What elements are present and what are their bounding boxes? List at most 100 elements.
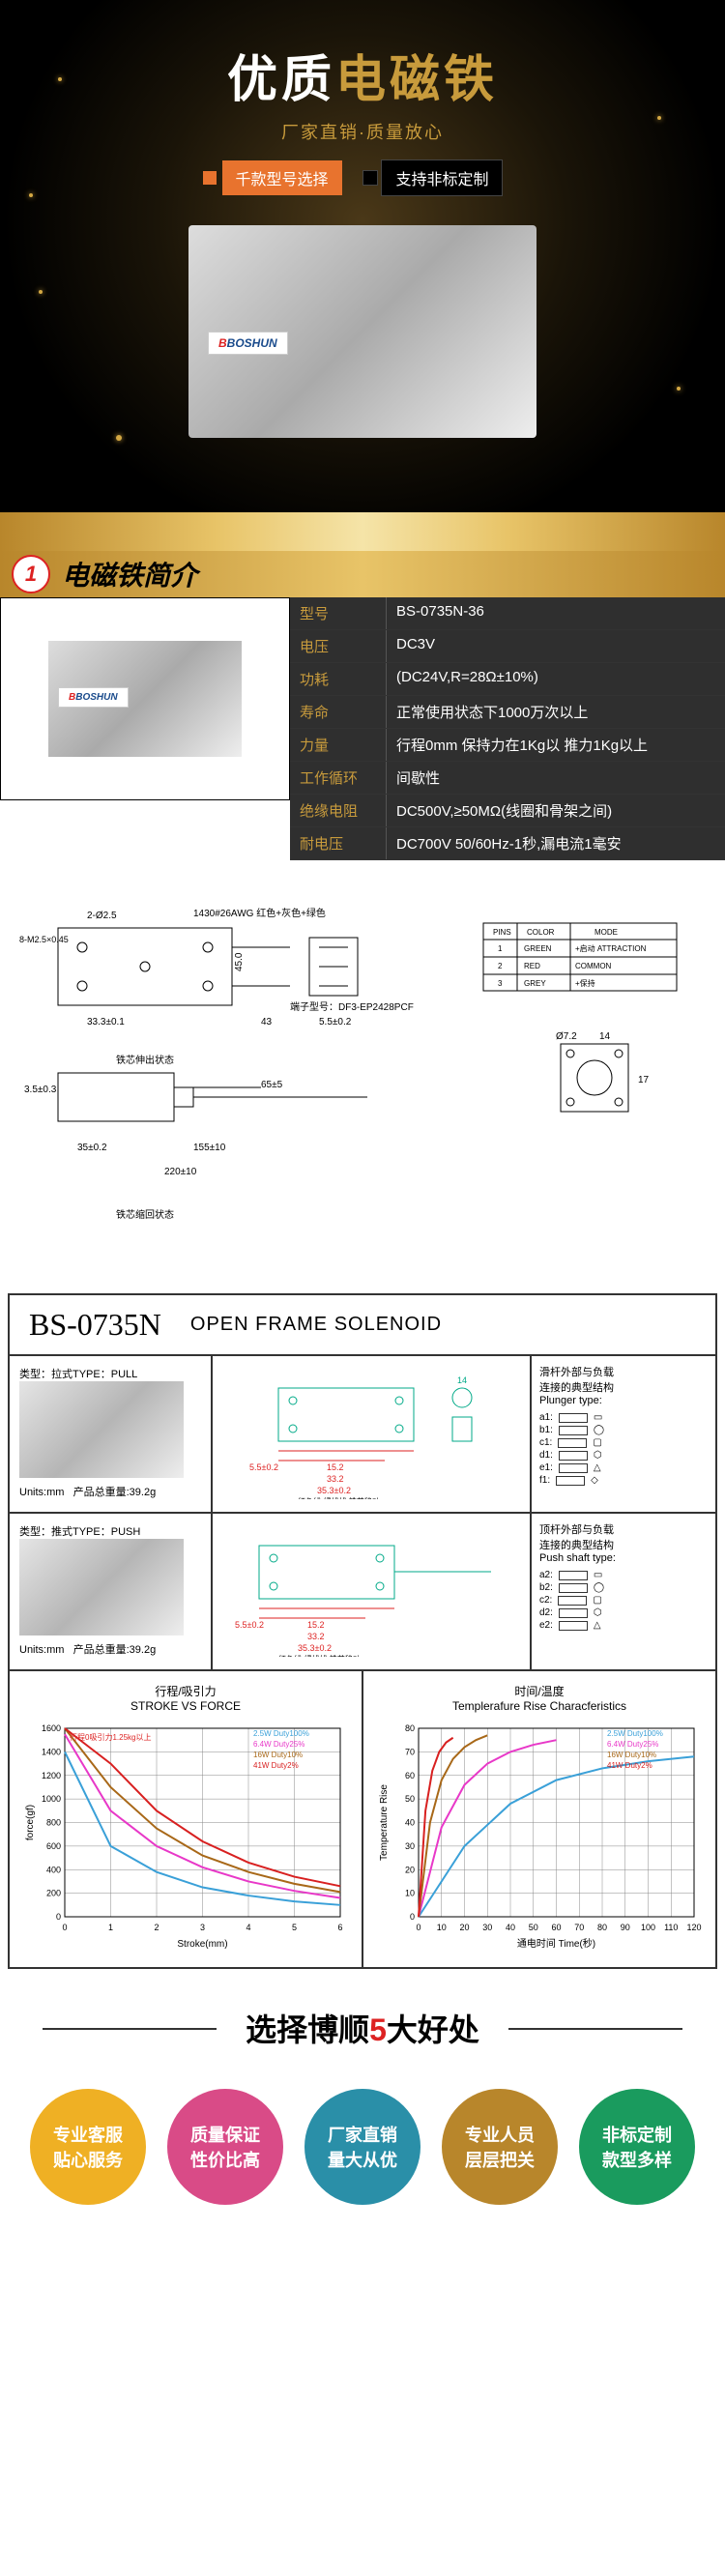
- benefits-title: 选择博顺5大好处: [217, 2006, 508, 2050]
- spec-label: 绝缘电阻: [290, 795, 387, 826]
- spec-table: 型号BS-0735N-36电压DC3V功耗(DC24V,R=28Ω±10%)寿命…: [290, 597, 725, 860]
- svg-text:铁芯伸出状态: 铁芯伸出状态: [116, 1054, 174, 1066]
- svg-text:70: 70: [405, 1747, 415, 1756]
- svg-text:红色线-绿线线 铁芯移动: 红色线-绿线线 铁芯移动: [298, 1496, 380, 1499]
- svg-text:铁芯缩回状态: 铁芯缩回状态: [116, 1208, 174, 1221]
- spec-label: 型号: [290, 597, 387, 629]
- svg-text:20: 20: [405, 1865, 415, 1874]
- spec-value: BS-0735N-36: [387, 597, 725, 629]
- ds-push-section: 类型：推式TYPE：PUSH Units:mm 产品总重量:39.2g 5.5±…: [10, 1514, 715, 1671]
- pull-type-label: 类型：拉式TYPE：PULL: [19, 1366, 201, 1381]
- shaft-item: b2:◯: [539, 1582, 708, 1593]
- svg-text:0: 0: [410, 1912, 415, 1922]
- benefits-section: 选择博顺5大好处 专业客服贴心服务质量保证性价比高厂家直销量大从优专业人员层层把…: [0, 1977, 725, 2234]
- svg-text:20: 20: [459, 1923, 469, 1932]
- svg-text:COMMON: COMMON: [575, 962, 612, 970]
- shaft-item: d2:⬡: [539, 1607, 708, 1618]
- svg-text:1600: 1600: [42, 1723, 61, 1733]
- benefit-circle: 非标定制款型多样: [579, 2089, 695, 2205]
- hero-tags: 千款型号选择 支持非标定制: [0, 159, 725, 196]
- pull-drawing: 5.5±0.2 15.2 33.2 35.3±0.2 14 红色线-绿线线 铁芯…: [213, 1356, 532, 1512]
- svg-text:3.5±0.3: 3.5±0.3: [24, 1085, 57, 1095]
- chart-temp-rise: 时间/温度Templerafure Rise Characferistics 0…: [363, 1671, 715, 1967]
- svg-text:30: 30: [405, 1841, 415, 1851]
- svg-text:110: 110: [664, 1923, 678, 1932]
- spec-row: 电压DC3V: [290, 630, 725, 663]
- spec-row: 耐电压DC700V 50/60Hz-1秒,漏电流1毫安: [290, 827, 725, 860]
- technical-drawing: PINS COLOR MODE 1GREEN+启动 ATTRACTION 2RE…: [0, 860, 725, 1286]
- spec-image: BBOSHUN: [0, 597, 290, 800]
- svg-text:+保持: +保持: [575, 978, 595, 988]
- svg-text:0: 0: [416, 1923, 420, 1932]
- svg-text:200: 200: [46, 1889, 61, 1898]
- svg-text:35.3±0.2: 35.3±0.2: [317, 1486, 351, 1495]
- svg-text:RED: RED: [524, 962, 540, 970]
- spec-row: 力量行程0mm 保持力在1Kg以 推力1Kg以上: [290, 729, 725, 762]
- svg-text:16W Duty10%: 16W Duty10%: [253, 1751, 303, 1759]
- spec-block: BBOSHUN 型号BS-0735N-36电压DC3V功耗(DC24V,R=28…: [0, 597, 725, 860]
- ds-pull-section: 类型：拉式TYPE：PULL Units:mm 产品总重量:39.2g 5.5±…: [10, 1356, 715, 1514]
- datasheet: BS-0735N OPEN FRAME SOLENOID 类型：拉式TYPE：P…: [8, 1293, 717, 1969]
- svg-text:force(gf): force(gf): [25, 1805, 36, 1840]
- svg-text:41W Duty2%: 41W Duty2%: [607, 1761, 652, 1770]
- svg-text:2-Ø2.5: 2-Ø2.5: [87, 911, 117, 921]
- svg-text:155±10: 155±10: [193, 1143, 226, 1153]
- svg-text:220±10: 220±10: [164, 1167, 197, 1177]
- svg-text:1: 1: [108, 1923, 113, 1932]
- svg-text:60: 60: [405, 1771, 415, 1780]
- svg-text:6: 6: [337, 1923, 342, 1932]
- push-type-label: 类型：推式TYPE：PUSH: [19, 1523, 201, 1539]
- spec-value: DC3V: [387, 630, 725, 662]
- spec-row: 型号BS-0735N-36: [290, 597, 725, 630]
- plunger-item: c1:▢: [539, 1437, 708, 1448]
- plunger-item: d1:⬡: [539, 1450, 708, 1461]
- hero-banner: 优质电磁铁 厂家直销·质量放心 千款型号选择 支持非标定制 BBOSHUN: [0, 0, 725, 551]
- svg-text:120: 120: [686, 1923, 701, 1932]
- plunger-types: 滑杆外部与负载 连接的典型结构 Plunger type: a1:▭b1:◯c1…: [532, 1356, 715, 1512]
- spec-row: 绝缘电阻DC500V,≥50MΩ(线圈和骨架之间): [290, 795, 725, 827]
- svg-text:行程0吸引力1.25kg以上: 行程0吸引力1.25kg以上: [70, 1732, 151, 1742]
- spec-label: 工作循环: [290, 762, 387, 794]
- svg-text:33.2: 33.2: [307, 1632, 325, 1641]
- section-num: 1: [12, 555, 50, 593]
- shaft-types: 顶杆外部与负载 连接的典型结构 Push shaft type: a2:▭b2:…: [532, 1514, 715, 1669]
- spec-value: 间歇性: [387, 762, 725, 794]
- svg-text:1000: 1000: [42, 1794, 61, 1804]
- spec-label: 电压: [290, 630, 387, 662]
- svg-text:6.4W Duty25%: 6.4W Duty25%: [253, 1740, 304, 1749]
- svg-text:Stroke(mm): Stroke(mm): [177, 1939, 227, 1950]
- svg-text:端子型号：DF3-EP2428PCF: 端子型号：DF3-EP2428PCF: [290, 1000, 414, 1013]
- svg-text:PINS: PINS: [493, 928, 511, 937]
- svg-text:50: 50: [529, 1923, 538, 1932]
- svg-text:40: 40: [506, 1923, 515, 1932]
- plunger-item: f1:◇: [539, 1475, 708, 1486]
- benefit-circle: 厂家直销量大从优: [304, 2089, 420, 2205]
- svg-text:5.5±0.2: 5.5±0.2: [319, 1017, 352, 1028]
- benefit-circle: 质量保证性价比高: [167, 2089, 283, 2205]
- svg-text:400: 400: [46, 1865, 61, 1874]
- svg-text:35±0.2: 35±0.2: [77, 1143, 107, 1153]
- svg-text:90: 90: [621, 1923, 630, 1932]
- spec-label: 功耗: [290, 663, 387, 695]
- svg-text:1430#26AWG 红色+灰色+绿色: 1430#26AWG 红色+灰色+绿色: [193, 907, 326, 919]
- svg-text:0: 0: [56, 1912, 61, 1922]
- benefit-circle: 专业人员层层把关: [442, 2089, 558, 2205]
- plunger-item: e1:△: [539, 1462, 708, 1473]
- spec-row: 工作循环间歇性: [290, 762, 725, 795]
- svg-text:50: 50: [405, 1794, 415, 1804]
- tag-custom: 支持非标定制: [381, 159, 503, 196]
- spec-row: 寿命正常使用状态下1000万次以上: [290, 696, 725, 729]
- svg-text:80: 80: [597, 1923, 607, 1932]
- tag-models: 千款型号选择: [222, 160, 342, 195]
- charts-row: 行程/吸引力STROKE VS FORCE 012345602004006008…: [10, 1671, 715, 1967]
- svg-text:60: 60: [551, 1923, 561, 1932]
- svg-text:Ø7.2: Ø7.2: [556, 1031, 577, 1042]
- svg-text:5: 5: [292, 1923, 297, 1932]
- spec-row: 功耗(DC24V,R=28Ω±10%): [290, 663, 725, 696]
- svg-text:2.5W Duty100%: 2.5W Duty100%: [607, 1729, 663, 1738]
- svg-text:70: 70: [574, 1923, 584, 1932]
- svg-text:600: 600: [46, 1841, 61, 1851]
- shaft-item: a2:▭: [539, 1570, 708, 1580]
- push-drawing: 5.5±0.2 15.2 33.2 35.3±0.2 红色线-绿线线 铁芯移动: [213, 1514, 532, 1669]
- chart-stroke-force: 行程/吸引力STROKE VS FORCE 012345602004006008…: [10, 1671, 363, 1967]
